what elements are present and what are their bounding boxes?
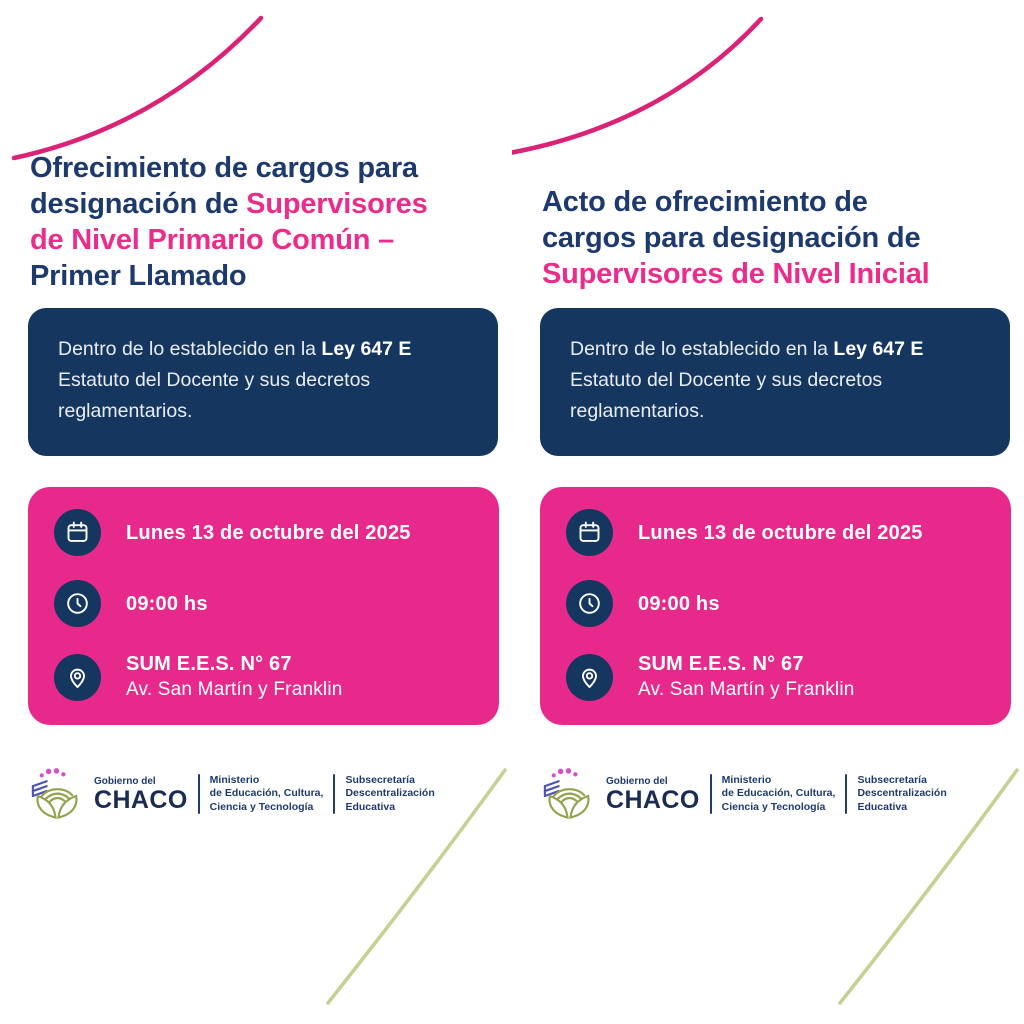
footer-divider (845, 774, 848, 814)
time-row: 09:00 hs (566, 580, 985, 627)
subsecretary-line: Descentralización (345, 787, 435, 800)
clock-icon (566, 580, 613, 627)
event-details-card: Lunes 13 de octubre del 2025 09:00 hs SU… (540, 487, 1011, 725)
law-info-text: Estatuto del Docente y sus decretos (58, 369, 371, 391)
chaco-wordmark: CHACO (606, 786, 700, 814)
footer-divider (709, 774, 712, 814)
ministry-column: Ministerio de Educación, Cultura, Cienci… (722, 774, 836, 815)
law-info-line: Estatuto del Docente y sus decretos (570, 365, 980, 396)
date-row: Lunes 13 de octubre del 2025 (54, 509, 473, 556)
location-pin-icon (566, 653, 613, 701)
law-info-box: Dentro de lo establecido en la Ley 647 E… (28, 308, 498, 456)
subsecretary-line: Educativa (345, 800, 396, 813)
title-text-navy: cargos para designación de (542, 222, 921, 254)
chaco-wordmark: CHACO (94, 786, 188, 814)
gobierno-del-label: Gobierno del (606, 776, 668, 787)
title-line: Ofrecimiento de cargos para (30, 150, 428, 186)
title-text-navy: Ofrecimiento de cargos para (30, 152, 418, 184)
event-date: Lunes 13 de octubre del 2025 (638, 521, 923, 544)
law-info-text: reglamentarios. (570, 400, 705, 422)
location-row: SUM E.E.S. N° 67 Av. San Martín y Frankl… (54, 651, 473, 703)
title-line: Primer Llamado (30, 258, 428, 294)
title-text-pink: Supervisores de Nivel Inicial (542, 258, 930, 290)
law-info-text: reglamentarios. (58, 400, 193, 422)
institutional-footer: Gobierno del CHACO Ministerio de Educaci… (540, 764, 947, 824)
institutional-footer: Gobierno del CHACO Ministerio de Educaci… (28, 764, 435, 824)
gobierno-del-label: Gobierno del (94, 776, 156, 787)
law-number: Ley 647 E (321, 338, 412, 360)
location-address: Av. San Martín y Franklin (126, 679, 343, 700)
title-text-navy: Acto de ofrecimiento de (542, 186, 868, 218)
law-info-text: Dentro de lo establecido en la (570, 338, 834, 360)
location-name: SUM E.E.S. N° 67 (126, 653, 292, 675)
flyer-primario-comun: Ofrecimiento de cargos para designación … (11, 15, 507, 1005)
title-text-navy: Primer Llamado (30, 260, 247, 292)
subsecretary-line: Subsecretaría (857, 773, 927, 786)
law-info-line: Dentro de lo establecido en la Ley 647 E (570, 334, 980, 365)
event-details-card: Lunes 13 de octubre del 2025 09:00 hs SU… (28, 487, 499, 725)
subsecretary-column: Subsecretaría Descentralización Educativ… (857, 774, 946, 815)
location-name: SUM E.E.S. N° 67 (638, 653, 804, 675)
footer-divider (197, 774, 200, 814)
location-row: SUM E.E.S. N° 67 Av. San Martín y Frankl… (566, 651, 985, 703)
law-info-line: Estatuto del Docente y sus decretos (58, 365, 468, 396)
calendar-icon (54, 509, 101, 556)
flyer-title: Ofrecimiento de cargos para designación … (30, 150, 428, 294)
title-line: cargos para designación de (542, 220, 929, 256)
chaco-government-logo (31, 768, 78, 819)
location-pin-icon (54, 653, 101, 701)
calendar-icon (566, 509, 613, 556)
clock-icon (54, 580, 101, 627)
brand-block: Gobierno del CHACO (606, 776, 700, 814)
event-location: SUM E.E.S. N° 67 Av. San Martín y Frankl… (638, 651, 855, 703)
ministry-line: de Educación, Cultura, (721, 787, 836, 800)
title-text-pink: Supervisores (246, 188, 428, 220)
date-row: Lunes 13 de octubre del 2025 (566, 509, 985, 556)
location-address: Av. San Martín y Franklin (638, 679, 855, 700)
law-info-line: reglamentarios. (570, 396, 980, 427)
ministry-line: de Educación, Cultura, (209, 787, 324, 800)
event-time: 09:00 hs (638, 592, 720, 615)
ministry-line: Ministerio (721, 773, 772, 786)
title-text-pink: de Nivel Primario Común – (30, 224, 395, 256)
law-number: Ley 647 E (833, 338, 924, 360)
pink-curve-decoration (512, 16, 764, 155)
ministry-line: Ministerio (209, 773, 260, 786)
title-line: Supervisores de Nivel Inicial (542, 256, 930, 292)
law-info-box: Dentro de lo establecido en la Ley 647 E… (540, 308, 1010, 456)
law-info-text: Estatuto del Docente y sus decretos (570, 369, 883, 391)
footer-divider (333, 774, 336, 814)
flyer-title: Acto de ofrecimiento de cargos para desi… (542, 184, 930, 292)
law-info-line: Dentro de lo establecido en la Ley 647 E (58, 334, 468, 365)
event-time: 09:00 hs (126, 592, 208, 615)
chaco-government-logo (543, 768, 590, 819)
ministry-column: Ministerio de Educación, Cultura, Cienci… (210, 774, 324, 815)
title-line: de Nivel Primario Común – (30, 222, 428, 258)
pink-curve-decoration (11, 15, 264, 161)
event-date: Lunes 13 de octubre del 2025 (126, 521, 411, 544)
title-line: designación de Supervisores (30, 186, 428, 222)
subsecretary-line: Descentralización (857, 787, 947, 800)
flyer-nivel-inicial: Acto de ofrecimiento de cargos para desi… (512, 0, 1024, 1024)
law-info-line: reglamentarios. (58, 396, 468, 427)
event-location: SUM E.E.S. N° 67 Av. San Martín y Frankl… (126, 651, 343, 703)
title-text-navy: designación de (30, 188, 247, 220)
subsecretary-column: Subsecretaría Descentralización Educativ… (345, 774, 434, 815)
subsecretary-line: Educativa (857, 800, 908, 813)
title-line: Acto de ofrecimiento de (542, 184, 929, 220)
law-info-text: Dentro de lo establecido en la (58, 338, 322, 360)
ministry-line: Ciencia y Tecnología (209, 800, 314, 813)
time-row: 09:00 hs (54, 580, 473, 627)
subsecretary-line: Subsecretaría (345, 773, 415, 786)
brand-block: Gobierno del CHACO (94, 776, 188, 814)
ministry-line: Ciencia y Tecnología (721, 800, 826, 813)
